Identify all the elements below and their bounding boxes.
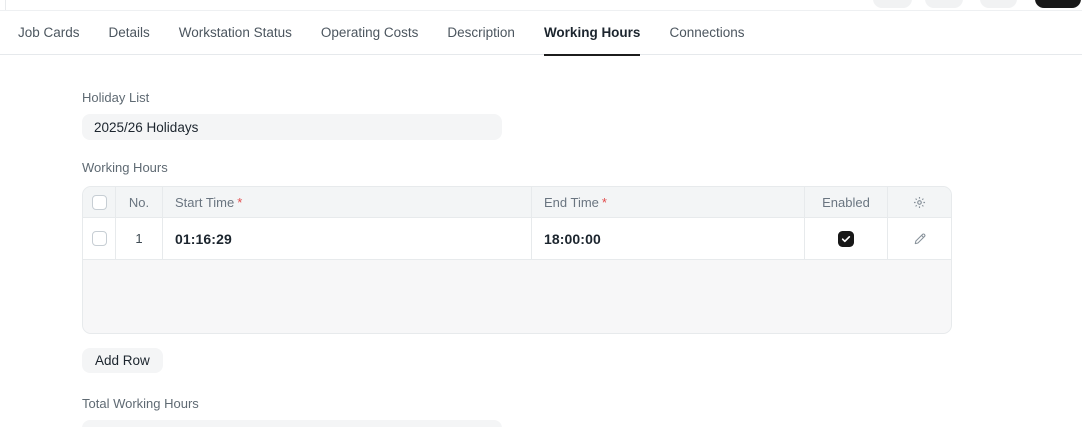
column-header-enabled: Enabled <box>805 187 888 217</box>
header-divider <box>0 10 1082 11</box>
total-working-hours-label: Total Working Hours <box>82 396 199 411</box>
column-header-start-time: Start Time <box>175 194 235 210</box>
toolbar-ghost-button-1[interactable] <box>873 0 912 8</box>
select-all-checkbox[interactable] <box>91 194 107 210</box>
tab-operating-costs[interactable]: Operating Costs <box>320 25 419 40</box>
holiday-list-label: Holiday List <box>82 90 150 105</box>
grid-row-1[interactable]: 1 01:16:29 18:00:00 <box>83 218 951 260</box>
toolbar-ghost-button-3[interactable] <box>980 0 1017 8</box>
toolbar-ghost-button-2[interactable] <box>925 0 963 8</box>
holiday-list-input[interactable]: 2025/26 Holidays <box>82 114 502 140</box>
tab-working-hours[interactable]: Working Hours <box>543 11 640 56</box>
form-tabs: Job Cards Details Workstation Status Ope… <box>0 11 1082 56</box>
pencil-icon[interactable] <box>913 232 927 246</box>
column-header-no: No. <box>116 187 163 217</box>
total-working-hours-input[interactable] <box>82 420 502 427</box>
tab-details[interactable]: Details <box>108 25 150 40</box>
tab-description[interactable]: Description <box>447 25 515 40</box>
add-row-button[interactable]: Add Row <box>82 348 163 373</box>
required-marker: * <box>601 194 607 210</box>
row-select-checkbox[interactable] <box>91 231 107 246</box>
row-number: 1 <box>116 218 163 259</box>
grid-header-row: No. Start Time * End Time * Enabled <box>83 187 951 218</box>
working-hours-grid: No. Start Time * End Time * Enabled <box>82 186 952 334</box>
checkmark-icon <box>841 235 851 242</box>
tab-job-cards[interactable]: Job Cards <box>18 25 80 40</box>
tab-connections[interactable]: Connections <box>669 25 745 40</box>
left-edge-divider <box>5 0 6 11</box>
required-marker: * <box>237 194 243 210</box>
column-header-end-time: End Time <box>544 194 599 210</box>
toolbar-primary-button[interactable] <box>1035 0 1081 8</box>
enabled-checkbox[interactable] <box>838 230 854 247</box>
working-hours-section-label: Working Hours <box>82 160 168 175</box>
tab-workstation-status[interactable]: Workstation Status <box>178 25 292 40</box>
start-time-cell[interactable]: 01:16:29 <box>163 218 532 259</box>
grid-empty-area <box>83 260 951 333</box>
end-time-cell[interactable]: 18:00:00 <box>532 218 805 259</box>
gear-icon[interactable] <box>913 196 926 209</box>
